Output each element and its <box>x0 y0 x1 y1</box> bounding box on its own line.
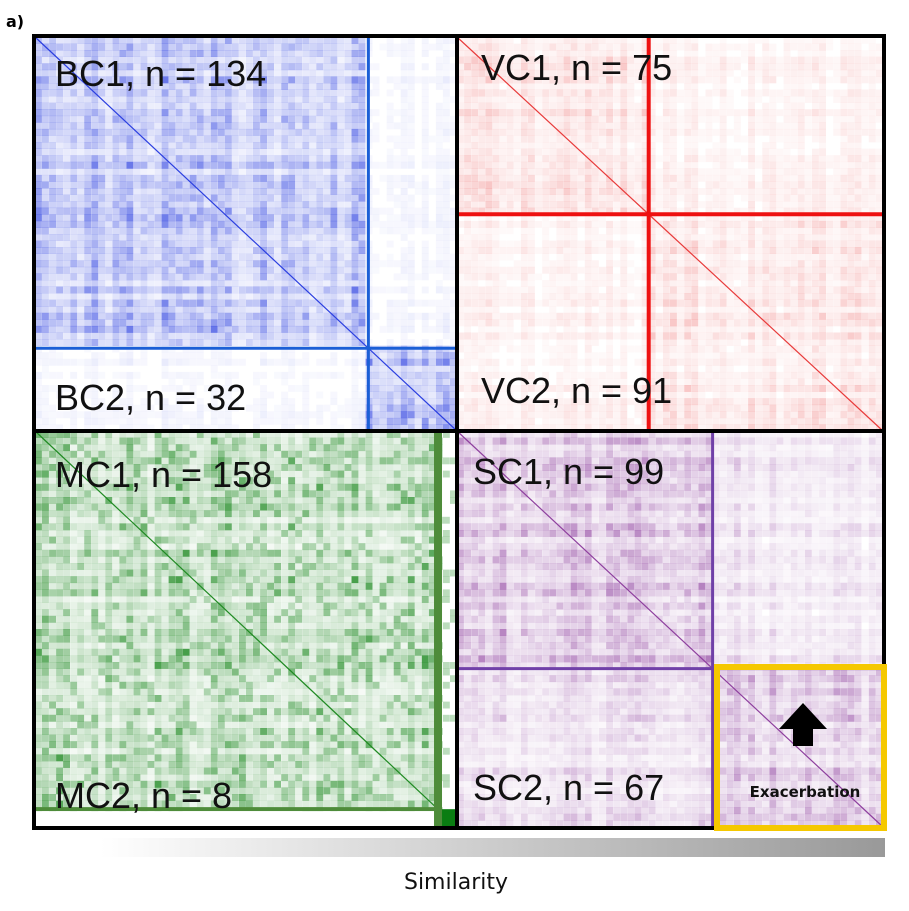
cluster-label-vc2: VC2, n = 91 <box>481 370 672 411</box>
purple-similarity-matrix <box>456 430 884 828</box>
blue-similarity-matrix <box>34 36 458 432</box>
exacerbation-highlight-box <box>714 664 887 831</box>
cluster-label-bc1: BC1, n = 134 <box>55 53 266 94</box>
matrix-diagonal <box>34 36 458 432</box>
matrix-diagonal <box>456 36 884 432</box>
red-similarity-matrix <box>456 36 884 432</box>
cluster-label-vc1: VC1, n = 75 <box>481 47 672 88</box>
up-arrow-icon <box>779 703 827 746</box>
exacerbation-label: Exacerbation <box>750 783 861 801</box>
cluster-label-mc1: MC1, n = 158 <box>55 454 272 495</box>
green-similarity-matrix <box>34 430 458 828</box>
similarity-axis-label: Similarity <box>404 870 508 895</box>
matrix-diagonal <box>456 430 884 828</box>
cluster-label-sc1: SC1, n = 99 <box>473 451 664 492</box>
cluster-label-bc2: BC2, n = 32 <box>55 377 246 418</box>
matrix-diagonal <box>34 430 458 828</box>
similarity-colorbar <box>100 838 885 857</box>
cluster-label-sc2: SC2, n = 67 <box>473 767 664 808</box>
panel-label: a) <box>6 12 24 31</box>
cluster-label-mc2: MC2, n = 8 <box>55 775 232 816</box>
